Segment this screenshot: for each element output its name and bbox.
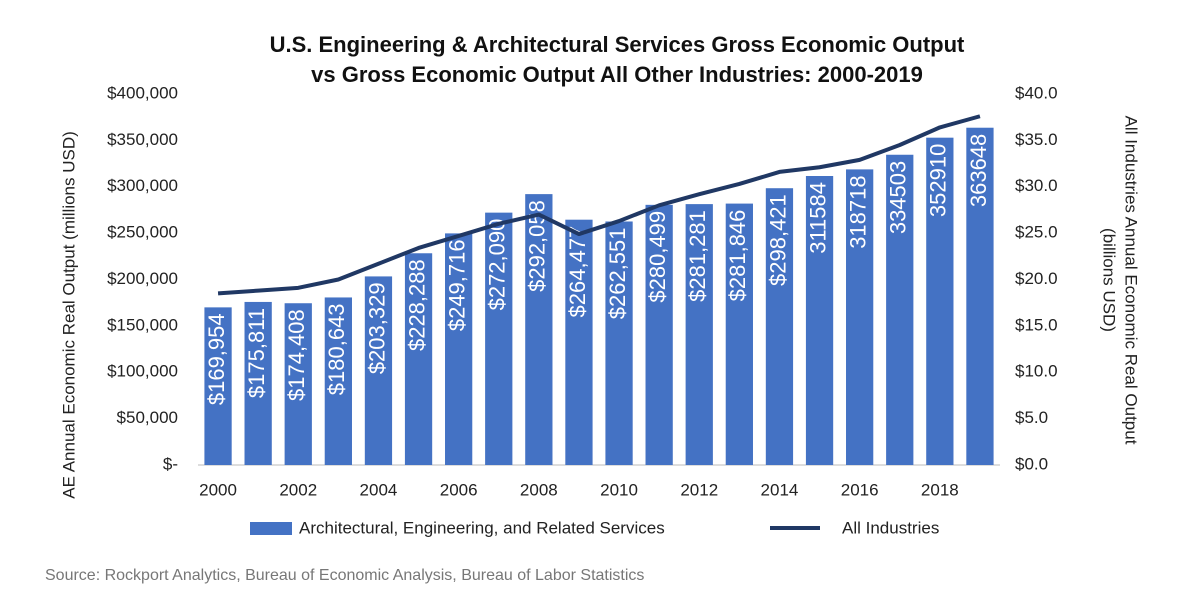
bar — [565, 219, 593, 465]
y2-tick-label: $30.0 — [1015, 176, 1058, 195]
value-label: $272,090 — [485, 219, 510, 311]
x-tick-label: 2012 — [680, 480, 718, 499]
bar — [725, 203, 753, 465]
y-tick-label: $350,000 — [107, 130, 178, 149]
value-label: $264,477 — [565, 226, 590, 318]
value-label: $169,954 — [204, 313, 229, 405]
value-label: $175,811 — [244, 308, 269, 398]
x-tick-label: 2014 — [761, 480, 799, 499]
value-label: $262,551 — [605, 227, 630, 319]
x-tick-label: 2006 — [440, 480, 478, 499]
y2-axis-title: All Industries Annual Economic Real Outp… — [1122, 116, 1141, 445]
y2-tick-label: $15.0 — [1015, 315, 1058, 334]
x-tick-label: 2008 — [520, 480, 558, 499]
y-tick-label: $100,000 — [107, 362, 178, 381]
y2-axis-title: (billions USD) — [1100, 228, 1119, 332]
value-label: $281,846 — [725, 210, 750, 302]
legend-label: Architectural, Engineering, and Related … — [299, 518, 665, 537]
bar — [485, 212, 513, 465]
bar — [204, 307, 232, 465]
value-label: $174,408 — [284, 309, 309, 401]
x-tick-label: 2002 — [279, 480, 317, 499]
value-label: $180,643 — [324, 303, 349, 395]
y-tick-label: $300,000 — [107, 176, 178, 195]
value-label: 352910 — [926, 144, 951, 217]
y2-tick-label: $40.0 — [1015, 83, 1058, 102]
value-label: $228,288 — [404, 259, 429, 351]
bar — [886, 154, 914, 465]
value-label: $280,499 — [645, 211, 670, 303]
bar — [324, 297, 352, 465]
y-tick-label: $200,000 — [107, 269, 178, 288]
bar — [605, 221, 633, 465]
y2-tick-label: $10.0 — [1015, 362, 1058, 381]
source-note: Source: Rockport Analytics, Bureau of Ec… — [45, 567, 644, 584]
bar — [445, 233, 473, 465]
chart-title: vs Gross Economic Output All Other Indus… — [311, 62, 923, 87]
x-tick-label: 2000 — [199, 480, 237, 499]
bar — [645, 204, 673, 466]
bar — [685, 204, 713, 465]
value-label: $298,421 — [765, 194, 790, 286]
y-tick-label: $- — [163, 454, 178, 473]
y-tick-label: $400,000 — [107, 83, 178, 102]
value-label: $203,329 — [364, 282, 389, 374]
y-tick-label: $50,000 — [117, 408, 178, 427]
value-label: 334503 — [886, 161, 911, 234]
x-tick-label: 2004 — [360, 480, 398, 499]
bar — [525, 194, 553, 465]
value-label: $249,716 — [444, 239, 469, 331]
bar — [404, 253, 433, 465]
y-tick-label: $250,000 — [107, 223, 178, 242]
y2-tick-label: $0.0 — [1015, 454, 1048, 473]
x-tick-label: 2018 — [921, 480, 959, 499]
y-tick-label: $150,000 — [107, 315, 178, 334]
y-axis-title: AE Annual Economic Real Output (millions… — [59, 131, 78, 499]
bar — [846, 169, 874, 466]
bar — [805, 176, 834, 465]
x-tick-label: 2016 — [841, 480, 879, 499]
bar — [364, 276, 393, 465]
legend-label: All Industries — [842, 518, 939, 537]
bar — [765, 188, 794, 465]
chart-title: U.S. Engineering & Architectural Service… — [270, 32, 965, 57]
value-label: $281,281 — [685, 210, 710, 302]
legend-swatch — [250, 522, 292, 535]
value-label: 318718 — [845, 175, 870, 248]
y2-tick-label: $25.0 — [1015, 223, 1058, 242]
bar — [284, 303, 312, 465]
value-label: 311584 — [805, 182, 830, 254]
value-label: 363648 — [966, 134, 991, 207]
bar — [244, 301, 272, 465]
y2-tick-label: $35.0 — [1015, 130, 1058, 149]
x-tick-label: 2010 — [600, 480, 638, 499]
bar — [926, 137, 954, 466]
bar — [966, 127, 994, 465]
y2-tick-label: $20.0 — [1015, 269, 1058, 288]
line — [217, 114, 981, 296]
y2-tick-label: $5.0 — [1015, 408, 1048, 427]
